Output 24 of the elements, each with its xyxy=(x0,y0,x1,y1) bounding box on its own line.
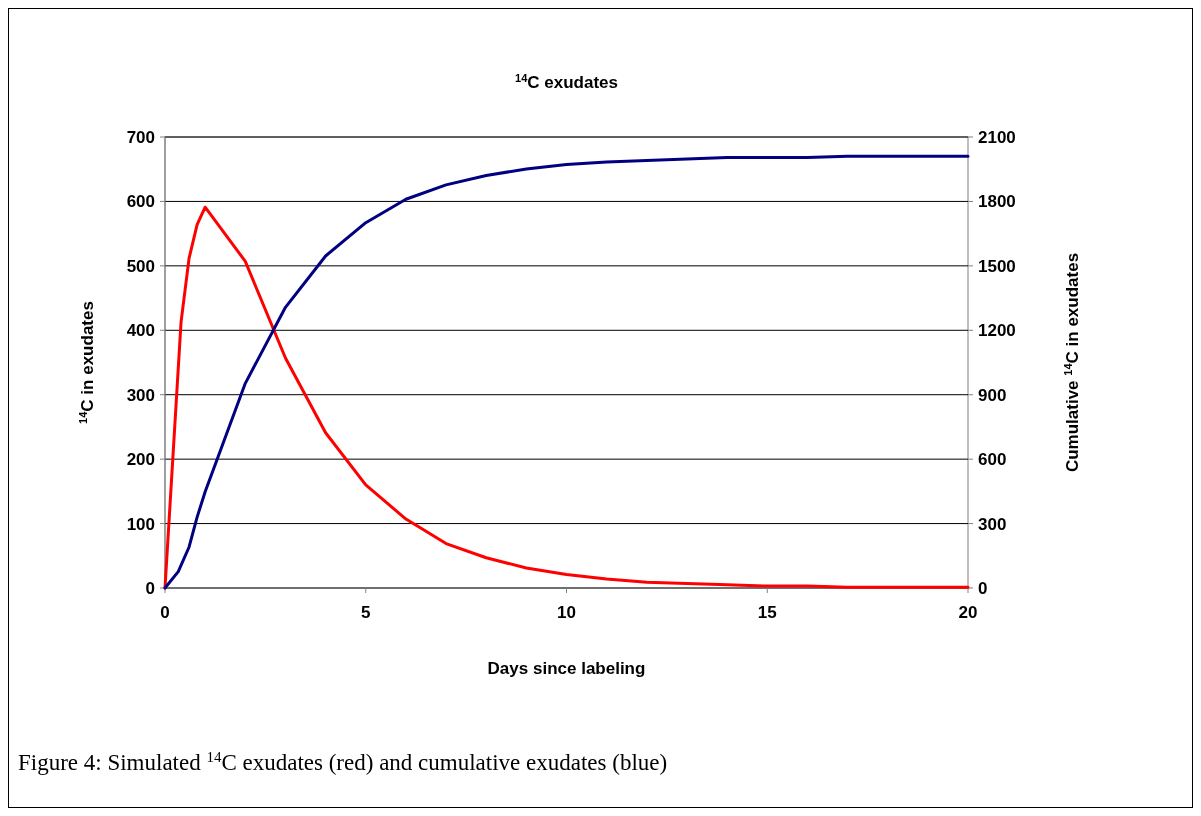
x-tick-label: 20 xyxy=(958,603,978,622)
y-tick-label: 300 xyxy=(126,385,155,405)
y-tick-label: 0 xyxy=(145,578,155,598)
x-tick-label: 10 xyxy=(557,603,576,622)
y-tick-label: 700 xyxy=(126,127,155,147)
x-tick-label: 0 xyxy=(160,603,170,622)
y2-tick-label: 300 xyxy=(978,514,1007,534)
y-tick-label: 600 xyxy=(126,192,155,212)
y2-tick-label: 1500 xyxy=(978,256,1016,276)
y-tick-label: 200 xyxy=(126,450,155,470)
x-tick-label: 15 xyxy=(757,603,777,622)
x-tick-label: 5 xyxy=(361,603,371,622)
caption: Figure 4: Simulated $^{14}$C exudates (red) and cumulative exudates (blue) xyxy=(18,749,668,775)
y-tick-label: 400 xyxy=(126,321,155,341)
y2-tick-label: 1800 xyxy=(978,192,1016,212)
y2-tick-label: 0 xyxy=(978,578,988,598)
y2-tick-label: 1200 xyxy=(978,321,1016,341)
y-tick-label: 100 xyxy=(126,514,155,534)
y2-tick-label: 2100 xyxy=(978,127,1016,147)
x-axis-title: Days since labeling xyxy=(487,659,646,678)
chart-title: $^{14}$C exudates xyxy=(515,72,618,92)
y2-tick-label: 600 xyxy=(978,450,1007,470)
y-tick-label: 500 xyxy=(126,256,155,276)
y2-tick-label: 900 xyxy=(978,385,1007,405)
